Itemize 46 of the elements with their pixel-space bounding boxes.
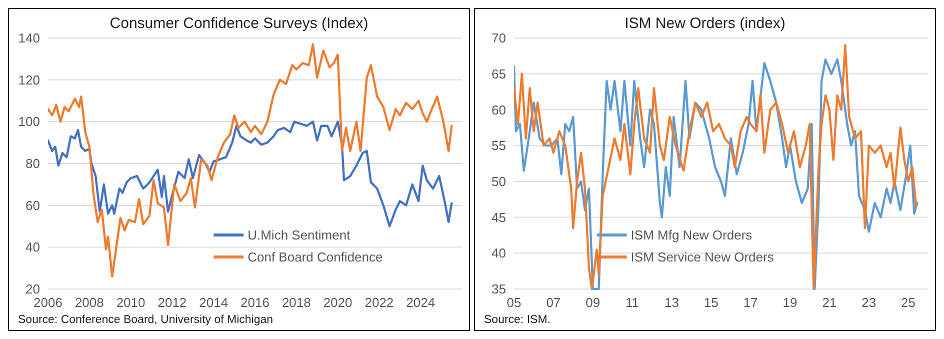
source-note: Source: ISM. — [484, 314, 550, 326]
legend-label: ISM Mfg New Orders — [630, 228, 753, 243]
x-tick-label: 11 — [626, 295, 640, 310]
x-tick-label: 15 — [704, 295, 718, 310]
y-tick-label: 140 — [18, 30, 40, 46]
x-tick-label: 19 — [782, 295, 798, 310]
y-tick-label: 70 — [492, 30, 506, 46]
legend-label: Conf Board Confidence — [248, 250, 383, 265]
x-tick-label: 2008 — [74, 295, 104, 310]
source-note: Source: Conference Board, University of Michigan — [18, 314, 274, 326]
chart-title: ISM New Orders (index) — [624, 15, 786, 32]
y-tick-label: 55 — [492, 138, 506, 154]
y-tick-label: 60 — [26, 198, 40, 213]
x-tick-label: 13 — [664, 295, 679, 310]
x-tick-label: 2012 — [158, 295, 187, 310]
x-tick-label: 2014 — [199, 295, 228, 310]
y-tick-label: 80 — [26, 156, 40, 172]
x-tick-label: 2006 — [34, 295, 62, 310]
x-tick-label: 23 — [862, 295, 876, 310]
legend-label: U.Mich Sentiment — [248, 228, 351, 243]
y-tick-label: 50 — [492, 174, 506, 189]
y-tick-label: 60 — [492, 102, 506, 118]
x-tick-label: 2010 — [116, 295, 146, 310]
line-series — [48, 120, 453, 228]
y-tick-label: 100 — [18, 114, 40, 130]
y-tick-label: 40 — [26, 240, 40, 255]
y-tick-label: 120 — [18, 72, 40, 88]
x-tick-label: 25 — [901, 295, 916, 310]
legend-label: ISM Service New Orders — [630, 250, 774, 265]
x-tick-label: 2024 — [406, 295, 436, 310]
y-tick-label: 45 — [492, 210, 506, 225]
x-tick-label: 2016 — [240, 295, 270, 310]
line-series — [48, 43, 453, 278]
y-tick-label: 65 — [492, 66, 506, 82]
chart-title: Consumer Confidence Surveys (Index) — [110, 15, 368, 32]
x-tick-label: 2020 — [323, 295, 352, 310]
y-tick-label: 40 — [492, 246, 506, 261]
y-tick-label: 35 — [492, 282, 506, 297]
x-tick-label: 2022 — [364, 295, 394, 310]
x-tick-label: 05 — [506, 295, 522, 310]
x-tick-label: 21 — [822, 295, 837, 310]
x-tick-label: 17 — [743, 295, 758, 310]
x-tick-label: 07 — [546, 295, 561, 310]
x-tick-label: 2018 — [282, 295, 311, 310]
x-tick-label: 09 — [586, 295, 600, 310]
y-tick-label: 20 — [26, 282, 40, 297]
